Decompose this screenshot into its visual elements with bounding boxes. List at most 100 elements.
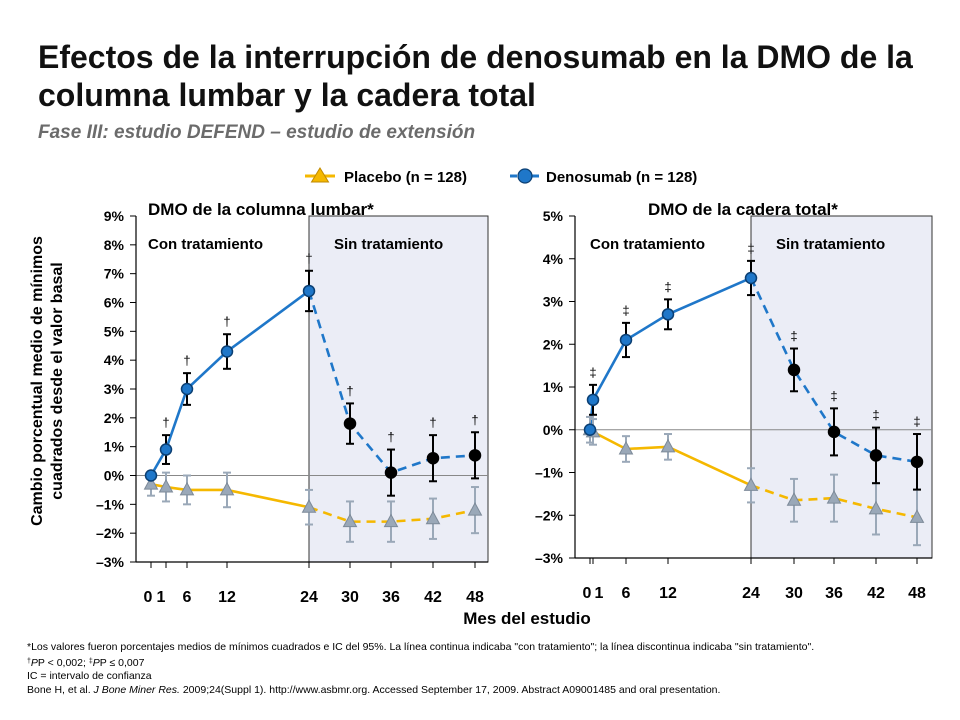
x-tick-label: 12 xyxy=(659,585,677,602)
panel-title: DMO de la cadera total* xyxy=(648,200,838,219)
placebo-point xyxy=(342,513,358,528)
denosumab-point xyxy=(661,308,675,321)
denosumab-point xyxy=(744,271,758,285)
y-tick-label: –2% xyxy=(535,507,564,523)
y-tick-label: –3% xyxy=(96,554,125,570)
y-tick-label: –1% xyxy=(96,496,125,512)
legend-placebo-swatch xyxy=(305,167,335,183)
legend-denosumab-label: Denosumab (n = 128) xyxy=(546,169,697,186)
denosumab-point xyxy=(384,466,398,479)
y-tick-label: 3% xyxy=(104,381,125,397)
significance-marker: † xyxy=(346,383,353,398)
denosumab-point xyxy=(302,284,316,298)
x-tick-label: 1 xyxy=(157,589,166,606)
footnotes: *Los valores fueron porcentajes medios d… xyxy=(27,641,947,697)
denosumab-point xyxy=(468,449,482,462)
x-tick-label: 0 xyxy=(583,585,592,602)
placebo-point xyxy=(143,476,159,490)
y-tick-label: 8% xyxy=(104,237,125,253)
significance-marker: ‡ xyxy=(589,365,596,380)
placebo-line-off-treatment xyxy=(750,484,918,519)
x-tick-label: 42 xyxy=(424,589,442,606)
placebo-point xyxy=(786,492,802,506)
placebo-point xyxy=(909,509,925,523)
placebo-point xyxy=(743,477,759,491)
significance-marker: † xyxy=(183,353,190,368)
x-tick-label: 0 xyxy=(144,589,153,606)
page-subtitle: Fase III: estudio DEFEND – estudio de ex… xyxy=(38,122,476,143)
footnote-significance: †PP < 0,002; ‡PP ≤ 0,007 xyxy=(27,656,145,669)
footnote-values: *Los valores fueron porcentajes medios d… xyxy=(27,641,815,653)
denosumab-point xyxy=(869,449,883,462)
y-tick-label: 1% xyxy=(104,439,125,455)
panel-title: DMO de la columna lumbar* xyxy=(148,200,374,219)
dagger-threshold: P < 0,002; xyxy=(37,656,89,669)
x-tick-label: 12 xyxy=(218,589,236,606)
significance-marker: † xyxy=(471,412,478,427)
page-title: Efectos de la interrupción de denosumab … xyxy=(38,39,913,113)
placebo-point xyxy=(179,481,195,496)
placebo-point xyxy=(618,440,634,455)
reference-journal: J Bone Miner Res. xyxy=(93,683,180,696)
y-tick-label: 9% xyxy=(104,208,125,224)
y-tick-label: 0% xyxy=(543,422,564,438)
y-tick-label: 4% xyxy=(104,352,125,368)
reference-authors: Bone H, et al. xyxy=(27,683,94,696)
placebo-line-off-treatment xyxy=(308,505,476,523)
significance-marker: † xyxy=(429,415,436,430)
placebo-point xyxy=(158,478,174,493)
x-axis-title: Mes del estudio xyxy=(463,609,591,628)
denosumab-point xyxy=(583,423,597,436)
y-tick-label: 4% xyxy=(543,251,564,267)
placebo-point xyxy=(826,490,842,504)
y-tick-label: 0% xyxy=(104,468,125,484)
significance-marker: ‡ xyxy=(664,279,671,294)
significance-marker: ‡ xyxy=(830,388,837,403)
x-tick-label: 24 xyxy=(742,585,760,602)
x-tick-label: 1 xyxy=(595,585,604,602)
x-tick-label: 42 xyxy=(867,585,885,602)
y-axis-title-line1: Cambio porcentual medio de mínimos xyxy=(29,236,46,526)
x-tick-label: 48 xyxy=(466,589,484,606)
y-tick-label: 1% xyxy=(543,379,564,395)
panel-total-hip: –3% –2% –1% 0% 1% 2% 3% 4% 5% 0 1 6 12 24 30 36 42 48 DMO … xyxy=(535,200,933,602)
off-treatment-region xyxy=(308,215,489,563)
footnote-reference: Bone H, et al. J Bone Miner Res. 2009;24… xyxy=(27,684,947,698)
placebo-point xyxy=(467,502,483,516)
panel-lumbar-spine: –3% –2% –1% 0% 1% 2% 3% 4% 5% 6% 7% 8% 9% 0 1 6 12 24 30 36… xyxy=(96,200,489,606)
denosumab-point xyxy=(619,333,633,347)
significance-marker: ‡ xyxy=(747,241,754,256)
y-tick-label: 2% xyxy=(543,336,564,352)
y-axis-title-line2: cuadrados desde el valor basal xyxy=(49,262,66,499)
significance-marker: ‡ xyxy=(790,329,797,344)
legend-denosumab-swatch xyxy=(510,168,540,184)
denosumab-point xyxy=(220,345,234,358)
x-tick-label: 30 xyxy=(785,585,803,602)
x-tick-label: 30 xyxy=(341,589,359,606)
dagger-symbol: † xyxy=(27,657,31,665)
double-dagger-symbol: ‡ xyxy=(88,657,93,665)
significance-marker: ‡ xyxy=(872,408,879,423)
denosumab-point xyxy=(180,382,194,396)
significance-marker: † xyxy=(387,430,394,445)
phase-label-on-treatment: Con tratamiento xyxy=(590,236,705,253)
placebo-line-on-treatment xyxy=(589,428,752,487)
y-tick-label: 7% xyxy=(104,266,125,282)
placebo-point xyxy=(301,499,317,513)
denosumab-point xyxy=(787,363,801,377)
significance-marker: † xyxy=(162,415,169,430)
reference-details: 2009;24(Suppl 1). http://www.asbmr.org. … xyxy=(179,683,721,696)
significance-marker: † xyxy=(223,314,230,329)
denosumab-point xyxy=(586,393,600,407)
significance-marker: † xyxy=(305,251,312,266)
footnote-ci: IC = intervalo de confianza xyxy=(27,670,152,682)
x-tick-label: 6 xyxy=(183,589,192,606)
phase-label-off-treatment: Sin tratamiento xyxy=(776,236,885,253)
y-tick-label: –1% xyxy=(535,465,564,481)
off-treatment-region xyxy=(750,215,933,559)
significance-marker: ‡ xyxy=(913,414,920,429)
denosumab-point xyxy=(827,425,841,439)
phase-label-on-treatment: Con tratamiento xyxy=(148,236,263,253)
significance-marker: ‡ xyxy=(622,303,629,318)
placebo-point xyxy=(660,438,676,453)
